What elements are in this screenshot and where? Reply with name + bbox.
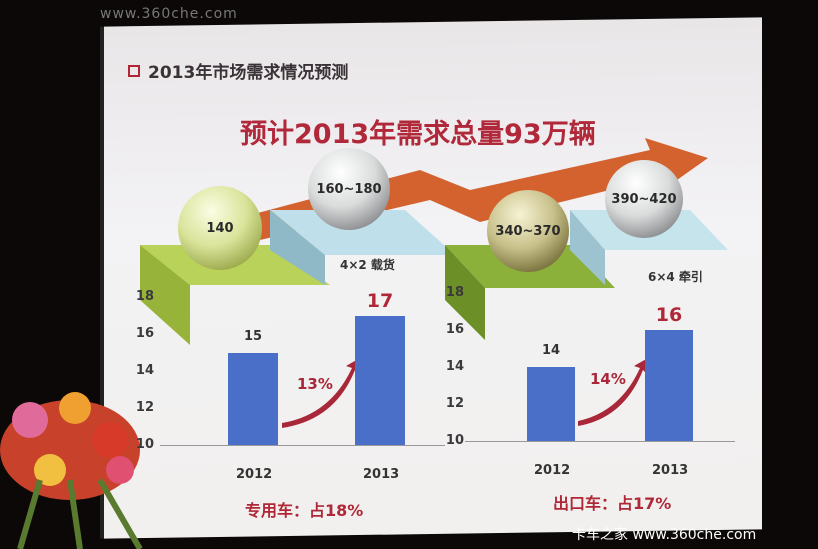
y-tick-label: 10 [445,433,464,448]
bar-2013 [645,330,693,441]
y-tick-label: 12 [135,400,154,415]
platform-blue-left-side [270,210,325,285]
x-tick-label: 2012 [236,467,273,482]
x-tick-label: 2012 [534,463,571,478]
section-title-text: 2013年市场需求情况预测 [148,63,349,83]
flower-bouquet [0,392,143,549]
watermark-top: www.360che.com [100,6,238,22]
bullet-square-icon [128,64,140,77]
chart-label: 4×2 载货 [340,258,395,272]
value-label: 14 [541,343,561,358]
value-label: 17 [366,289,394,312]
growth-curve-right-icon [578,358,648,426]
sphere-2013-left: 160~180 [308,148,390,230]
y-tick-label: 18 [135,289,154,304]
bar-2013 [355,315,405,445]
sphere-2012-left: 140 [178,186,262,270]
sphere-2012-right: 340~370 [487,190,569,272]
x-tick-label: 2013 [652,463,689,478]
platform-blue-right-side [570,210,605,285]
share-label: 专用车：占18% [245,501,364,520]
y-tick-label: 18 [445,285,464,300]
share-label: 出口车：占17% [553,494,672,513]
y-tick-label: 12 [445,396,464,411]
growth-label: 13% [297,375,333,393]
y-tick-label: 16 [135,326,154,341]
value-label: 16 [655,304,683,326]
growth-curve-left-icon [282,358,360,428]
y-tick-label: 10 [135,437,154,452]
x-axis [160,445,445,446]
chart-label: 6×4 牵引 [648,270,703,284]
y-tick-label: 14 [135,363,154,378]
value-label: 15 [243,328,263,344]
y-tick-label: 16 [445,322,464,337]
watermark-bottom: 卡车之家 www.360che.com [572,527,757,543]
growth-label: 14% [590,370,626,388]
bar-2012 [228,352,278,445]
x-axis [465,441,735,442]
platform-green-left-side [140,245,190,345]
platform-blue-left [270,210,455,255]
headline: 预计2013年需求总量93万辆 [240,119,596,150]
bar-2012 [527,367,575,441]
section-title: 2013年市场需求情况预测 [128,58,348,83]
sphere-2013-right: 390~420 [605,160,683,238]
x-tick-label: 2013 [363,467,400,482]
y-tick-label: 14 [445,359,464,374]
platform-green-right-side [445,245,485,340]
